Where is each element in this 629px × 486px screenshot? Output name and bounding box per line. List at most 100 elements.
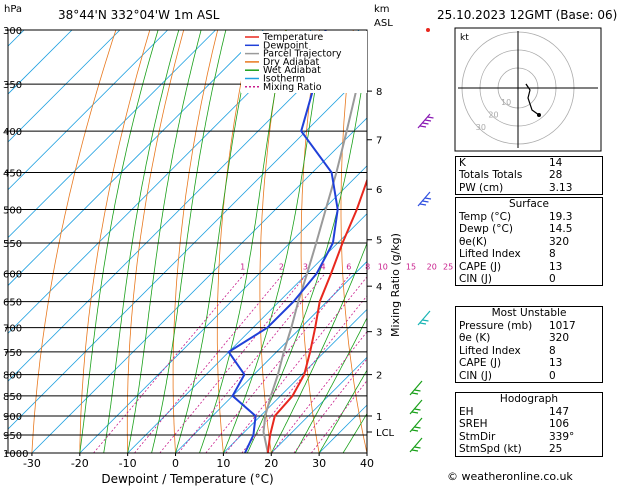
legend-label: Temperature: [262, 32, 323, 43]
wind-barb-feather: [419, 125, 427, 128]
hodograph-ring-label: 30: [476, 123, 486, 132]
asl-label: ASL: [374, 18, 393, 29]
wind-barb-feather: [411, 429, 419, 432]
wind-barb-feather: [427, 116, 434, 119]
wind-marker: [426, 28, 430, 32]
datetime-header: 25.10.2023 12GMT (Base: 06): [437, 8, 618, 22]
unstable-value: 0: [549, 369, 556, 382]
wind-barb-feather: [424, 197, 432, 200]
dewpoint-line: [227, 30, 339, 453]
height-tick-label: 4: [376, 282, 382, 293]
unstable-row: Lifted Index 8: [456, 345, 602, 357]
height-tick-label: 7: [376, 136, 382, 147]
dry-adiabat-line: [625, 30, 629, 453]
temperature-tick-label: 20: [264, 457, 278, 470]
pressure-tick-label: 600: [3, 270, 22, 281]
surface-value: 0: [549, 272, 556, 285]
wind-barb-staff: [417, 310, 431, 326]
pressure-tick-label: 700: [3, 324, 22, 335]
mixing-ratio-label: 2: [279, 263, 284, 272]
wind-barb-staff: [409, 417, 423, 433]
pressure-tick-label: 900: [3, 412, 22, 423]
legend-label: Dry Adiabat: [263, 57, 320, 68]
wind-barb-feather: [419, 322, 427, 325]
credit-text: © weatheronline.co.uk: [447, 470, 573, 483]
hodograph-label: StmSpd (kt): [459, 443, 522, 456]
surface-label: Temp (°C): [459, 211, 512, 223]
isotherm-line: [8, 30, 312, 334]
surface-label: Dewp (°C): [459, 223, 513, 236]
wind-barb: [417, 113, 434, 129]
wind-barb-feather: [414, 408, 421, 411]
height-tick-label: 2: [376, 371, 382, 382]
unstable-row: CIN (J) 0: [456, 370, 602, 382]
pressure-tick-label: 650: [3, 298, 22, 309]
wind-barb-staff: [417, 113, 431, 129]
wind-barb-feather: [414, 426, 421, 429]
wind-barb: [409, 417, 423, 433]
height-tick-label: 3: [376, 328, 382, 339]
wind-barb-feather: [422, 122, 429, 125]
temperature-tick-label: -20: [71, 457, 89, 470]
hodograph-ring-label: 10: [501, 98, 511, 107]
unstable-title: Most Unstable: [491, 307, 567, 319]
wind-barb: [417, 191, 432, 207]
stats-panel-hodograph: Hodograph EH 147 SREH 106 StmDir 339° StmSpd (…: [455, 392, 603, 457]
hodograph-row: EH 147: [456, 406, 602, 418]
hodograph-value: 147: [549, 406, 570, 418]
unstable-label: Lifted Index: [459, 344, 521, 357]
unstable-value: 320: [549, 332, 570, 345]
pressure-tick-label: 550: [3, 239, 22, 250]
isotherm-line: [223, 308, 367, 453]
temperature-tick-label: 40: [360, 457, 374, 470]
surface-row: Dewp (°C) 14.5: [456, 223, 602, 235]
stats-panel-unstable: Most Unstable Pressure (mb) 1017 θe (K) 320…: [455, 306, 603, 383]
hodograph-row: SREH 106: [456, 418, 602, 430]
wind-barb-feather: [422, 319, 429, 322]
wind-barb: [409, 437, 423, 453]
surface-value: 320: [549, 235, 570, 248]
temperature-tick-label: 0: [172, 457, 179, 470]
unstable-label: CIN (J): [459, 369, 492, 382]
hodograph-value: 339°: [549, 430, 575, 443]
legend-background: [241, 31, 367, 93]
surface-label: Lifted Index: [459, 248, 521, 261]
hodograph-arrow: [525, 83, 529, 88]
plot-frame: [7, 29, 368, 454]
mixing-ratio-label: 8: [365, 263, 370, 272]
height-tick-label: 5: [376, 236, 382, 247]
hodograph-storm-motion: [537, 113, 541, 117]
surface-label: θe(K): [459, 235, 487, 248]
wind-barb: [409, 399, 423, 415]
wind-barb: [409, 380, 423, 396]
index-row: Totals Totals 28: [456, 169, 602, 181]
height-tick-label: 1: [376, 412, 382, 423]
mixing-ratio-label: 10: [378, 263, 388, 272]
wet-adiabat-line: [127, 30, 202, 453]
isotherm-line: [8, 30, 360, 382]
surface-row: Lifted Index 8: [456, 248, 602, 260]
wind-barb-feather: [419, 203, 427, 206]
isotherm-line: [175, 260, 367, 453]
wind-barb-staff: [409, 399, 423, 415]
temperature-tick-label: 10: [216, 457, 230, 470]
pressure-tick-label: 350: [3, 80, 22, 91]
surface-value: 13: [549, 260, 563, 273]
stats-panel-top: K 14 Totals Totals 28 PW (cm) 3.13: [455, 156, 603, 196]
mixing-ratio-label: 3: [303, 263, 308, 272]
surface-value: 19.3: [549, 211, 573, 223]
unstable-row: Pressure (mb) 1017: [456, 320, 602, 332]
unstable-value: 13: [549, 357, 563, 370]
surface-value: 14.5: [549, 223, 573, 236]
mixing-ratio-label: 6: [346, 263, 351, 272]
wet-adiabat-line: [175, 30, 255, 453]
dry-adiabat-line: [31, 30, 117, 453]
index-label: PW (cm): [459, 181, 504, 194]
dry-adiabat-line: [126, 30, 185, 453]
surface-row: CAPE (J) 13: [456, 261, 602, 273]
legend-label: Wet Adiabat: [263, 65, 321, 76]
isotherm-line: [127, 213, 367, 453]
dry-adiabat-line: [79, 30, 151, 453]
